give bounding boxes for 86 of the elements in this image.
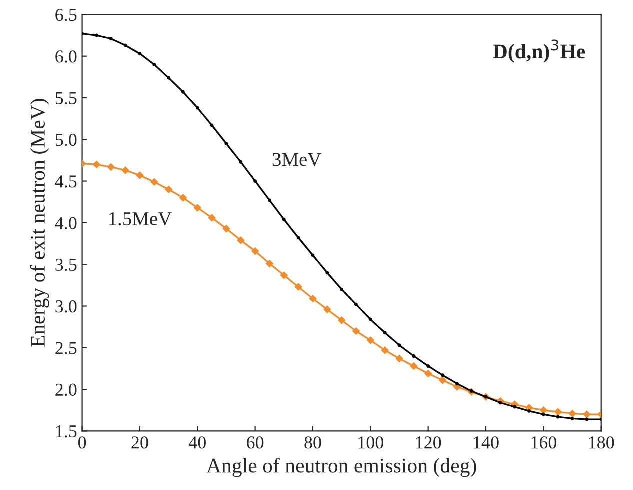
point <box>340 288 344 292</box>
y-tick-label: 5.0 <box>56 134 77 146</box>
x-tick-label: 80 <box>304 436 322 449</box>
point <box>251 247 260 256</box>
x-tick-label: 60 <box>247 436 264 449</box>
point <box>366 336 375 344</box>
series-label: 3MeV <box>272 153 322 166</box>
point <box>236 236 245 244</box>
point <box>311 254 315 258</box>
y-tick-label: 2.0 <box>56 384 77 396</box>
point <box>239 160 243 164</box>
x-tick-label: 180 <box>589 436 614 449</box>
point <box>294 283 302 292</box>
y-tick-label: 4.5 <box>55 176 77 188</box>
point <box>540 406 548 414</box>
point <box>398 344 402 348</box>
y-tick-label: 1.5 <box>56 426 77 438</box>
point <box>441 374 444 378</box>
x-tick-label: 120 <box>416 436 442 449</box>
point <box>122 166 130 174</box>
point <box>296 236 300 240</box>
y-tick-label: 3.0 <box>56 300 77 313</box>
point <box>254 180 258 184</box>
point <box>179 194 188 202</box>
point <box>323 306 332 314</box>
y-tick-label: 6.5 <box>56 9 77 22</box>
point <box>438 376 447 384</box>
point <box>222 224 230 233</box>
point <box>554 408 562 416</box>
x-tick-label: 100 <box>358 436 384 449</box>
point <box>368 318 372 322</box>
point <box>585 418 589 422</box>
text: D(d,n)$^{3}$He <box>493 40 586 63</box>
point <box>354 302 358 306</box>
point <box>282 218 286 222</box>
point <box>381 346 390 354</box>
point <box>412 354 416 358</box>
x-tick-label: 160 <box>532 436 557 449</box>
point <box>309 294 317 303</box>
line-series <box>82 32 602 422</box>
point <box>513 405 517 409</box>
y-tick-label: 4.0 <box>55 217 77 230</box>
point <box>455 382 459 386</box>
point <box>138 52 142 56</box>
x-tick-label: 140 <box>474 436 499 449</box>
point <box>94 34 98 38</box>
x-axis-title: Angle of neutron emission (deg) <box>206 458 476 478</box>
x-tick-label: 0 <box>78 436 86 449</box>
point <box>208 214 216 222</box>
point <box>92 160 101 169</box>
point <box>152 62 156 66</box>
point <box>528 409 531 413</box>
point <box>424 370 432 378</box>
point <box>352 327 360 336</box>
point <box>542 412 546 416</box>
point <box>338 316 346 324</box>
y-tick-label: 5.5 <box>56 92 77 105</box>
point <box>167 76 171 80</box>
point <box>109 37 113 41</box>
y-tick-label: 6.0 <box>56 50 77 63</box>
point <box>268 198 272 202</box>
point <box>136 172 144 180</box>
point <box>196 106 200 110</box>
x-tick-label: 40 <box>188 436 206 449</box>
point <box>570 416 574 420</box>
point <box>150 178 158 186</box>
point <box>194 204 202 212</box>
point <box>224 142 228 146</box>
point <box>107 163 116 172</box>
point <box>266 260 274 268</box>
point <box>383 331 387 335</box>
point <box>164 186 173 194</box>
x-tick-label: 20 <box>132 436 148 449</box>
point <box>396 354 404 363</box>
point <box>556 415 560 419</box>
y-axis-title: Energy of exit neutron (MeV) <box>30 99 50 348</box>
point <box>181 90 185 94</box>
point <box>326 271 330 275</box>
y-tick-label: 3.5 <box>56 258 77 272</box>
point <box>583 410 591 418</box>
series-label: 1.5MeV <box>110 212 172 226</box>
point <box>410 362 418 370</box>
point <box>280 272 288 280</box>
point <box>568 410 576 418</box>
y-tick-label: 2.5 <box>56 342 77 354</box>
point <box>426 364 430 368</box>
